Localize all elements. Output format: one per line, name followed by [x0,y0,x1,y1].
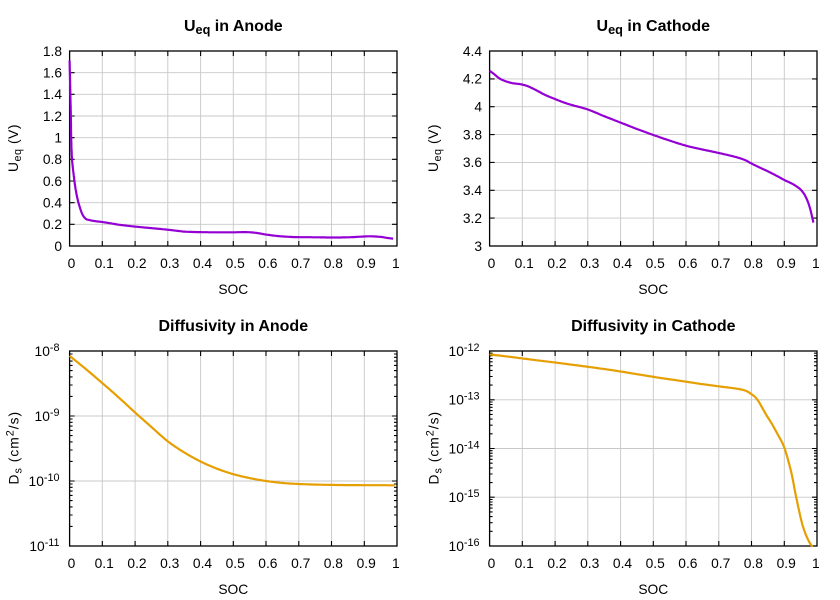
svg-text:0.4: 0.4 [43,196,63,211]
svg-text:3.8: 3.8 [463,127,483,142]
svg-text:0.5: 0.5 [226,556,246,571]
svg-text:3.6: 3.6 [463,155,483,170]
svg-text:Diffusivity in Cathode: Diffusivity in Cathode [571,318,736,335]
svg-text:SOC: SOC [638,582,668,597]
svg-text:0.3: 0.3 [580,256,600,271]
svg-text:4.2: 4.2 [463,72,482,87]
svg-text:SOC: SOC [218,582,248,597]
svg-text:0.9: 0.9 [777,256,797,271]
svg-text:1: 1 [392,256,400,271]
svg-text:0.1: 0.1 [95,256,114,271]
svg-text:1: 1 [812,556,820,571]
svg-text:0.8: 0.8 [324,256,344,271]
svg-text:0.5: 0.5 [226,256,246,271]
svg-text:0.8: 0.8 [43,152,63,167]
svg-text:SOC: SOC [638,282,668,297]
svg-text:0.2: 0.2 [547,556,566,571]
svg-text:0.9: 0.9 [357,256,377,271]
svg-text:0.5: 0.5 [646,556,666,571]
svg-text:0.2: 0.2 [127,556,146,571]
svg-text:0.3: 0.3 [580,556,600,571]
svg-text:0.5: 0.5 [646,256,666,271]
svg-text:0.8: 0.8 [744,256,764,271]
svg-text:0.6: 0.6 [678,256,698,271]
svg-text:0.2: 0.2 [43,217,62,232]
svg-text:Ds (cm2/s): Ds (cm2/s) [424,411,444,485]
svg-text:SOC: SOC [218,282,248,297]
svg-text:0.8: 0.8 [324,556,344,571]
svg-text:0.2: 0.2 [127,256,146,271]
svg-text:0.8: 0.8 [744,556,764,571]
svg-text:1: 1 [812,256,820,271]
svg-text:0.1: 0.1 [95,556,114,571]
svg-text:1.8: 1.8 [43,44,63,59]
svg-text:3.2: 3.2 [463,211,482,226]
svg-text:0.3: 0.3 [160,556,180,571]
svg-text:0: 0 [54,239,62,254]
svg-text:0.9: 0.9 [357,556,377,571]
svg-text:Ueq in Cathode: Ueq in Cathode [597,18,711,37]
svg-text:3.4: 3.4 [463,183,483,198]
svg-text:0.6: 0.6 [258,556,278,571]
svg-text:0.6: 0.6 [43,174,63,189]
svg-text:Ueq (V): Ueq (V) [6,124,24,172]
svg-text:0.4: 0.4 [193,256,213,271]
svg-text:0.7: 0.7 [711,256,730,271]
svg-text:0.7: 0.7 [291,556,310,571]
svg-text:0: 0 [68,256,76,271]
svg-text:0.6: 0.6 [258,256,278,271]
svg-text:1.6: 1.6 [43,66,63,81]
svg-text:0.7: 0.7 [711,556,730,571]
svg-text:0.3: 0.3 [160,256,180,271]
svg-text:0.9: 0.9 [777,556,797,571]
svg-text:3: 3 [474,239,482,254]
svg-text:0.6: 0.6 [678,556,698,571]
svg-text:0.1: 0.1 [515,556,534,571]
svg-text:1: 1 [392,556,400,571]
svg-text:0: 0 [488,556,496,571]
svg-text:4: 4 [474,100,482,115]
svg-text:Ds (cm2/s): Ds (cm2/s) [4,411,24,485]
svg-text:0.4: 0.4 [613,556,633,571]
svg-text:0.1: 0.1 [515,256,534,271]
svg-text:0.4: 0.4 [193,556,213,571]
svg-text:Ueq in Anode: Ueq in Anode [184,18,283,37]
svg-text:1.4: 1.4 [43,87,63,102]
svg-text:0.4: 0.4 [613,256,633,271]
svg-text:0: 0 [488,256,496,271]
svg-text:Diffusivity in Anode: Diffusivity in Anode [158,318,308,335]
svg-text:1.2: 1.2 [43,109,62,124]
svg-text:1: 1 [54,131,62,146]
svg-text:4.4: 4.4 [463,44,483,59]
svg-text:0: 0 [68,556,76,571]
svg-text:0.2: 0.2 [547,256,566,271]
svg-text:0.7: 0.7 [291,256,310,271]
